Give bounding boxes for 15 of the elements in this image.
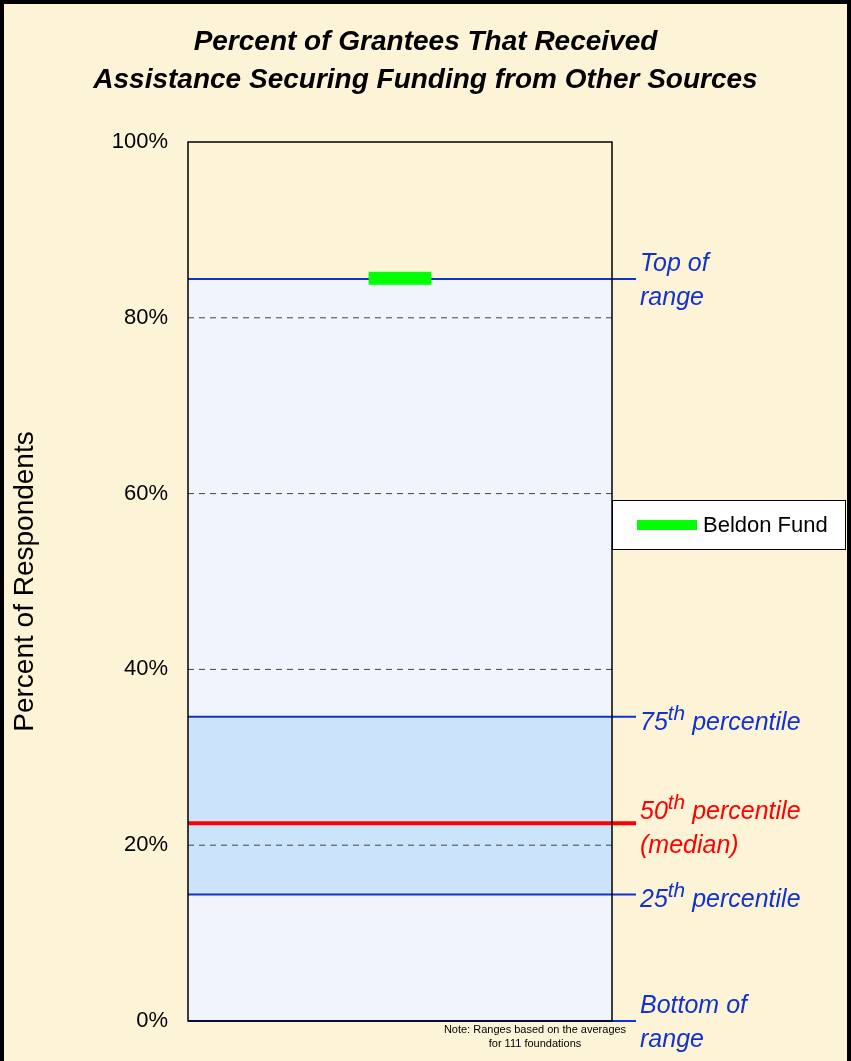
y-axis-title: Percent of Respondents	[7, 431, 39, 732]
y-tick-label: 60%	[123, 479, 168, 505]
chart-title: Percent of Grantees That Received Assistance Securing Funding from Other Sources	[92, 24, 759, 96]
ref-line-label: 75$^{th}$ percentile	[640, 700, 801, 737]
ref-line-label: Bottom of range	[640, 989, 747, 1054]
y-tick-label: 0%	[136, 1007, 168, 1033]
ref-line-label: 25$^{th}$ percentile	[640, 877, 801, 915]
ref-line-label: 50$^{th}$ percentile (median)	[640, 789, 801, 860]
y-tick-label: 20%	[123, 831, 168, 857]
y-tick-label: 40%	[123, 655, 168, 681]
ref-line-label: Top of range	[640, 247, 709, 313]
legend-label: Beldon Fund	[703, 512, 828, 538]
y-tick-label: 100%	[111, 128, 168, 154]
y-tick-label: 80%	[123, 303, 168, 329]
text: Note: Ranges based on the averages for 111 foundations	[442, 1022, 628, 1050]
